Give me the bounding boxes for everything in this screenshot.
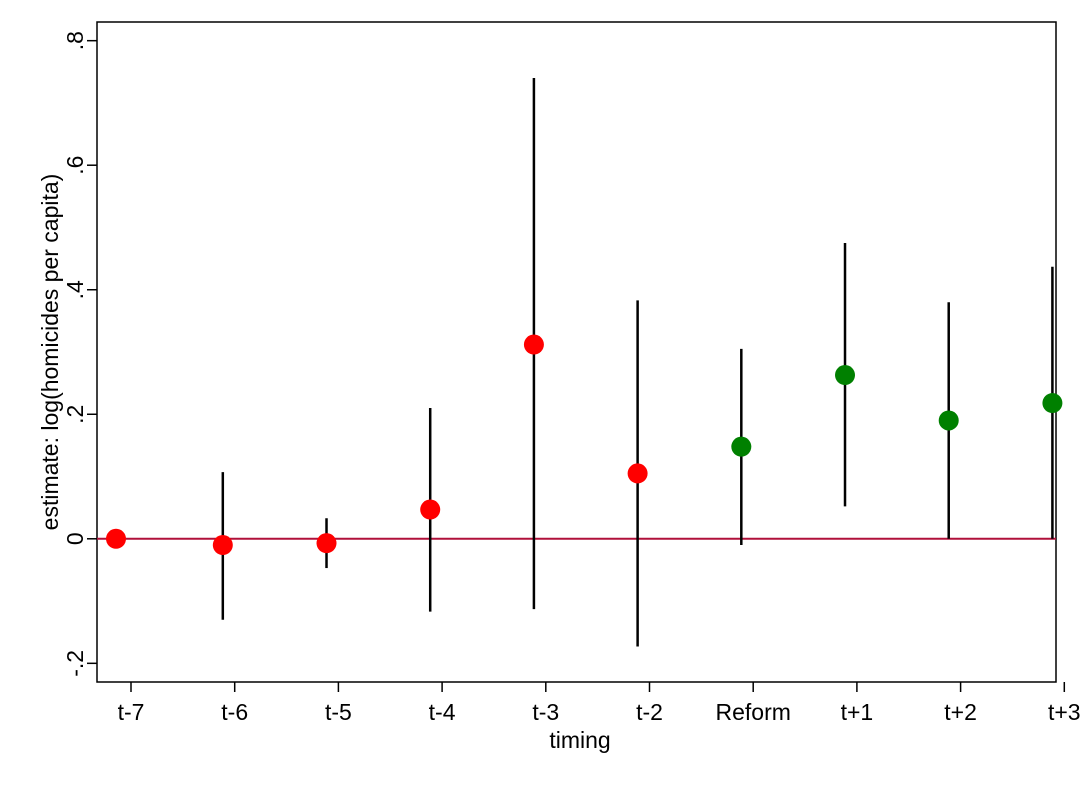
x-axis: t-7 t-6 t-5 t-4 t-3 t-2 Reform t+1 t+2 t+3 bbox=[118, 682, 1081, 725]
y-tick-label: .4 bbox=[62, 280, 88, 299]
point-estimates bbox=[106, 334, 1063, 556]
x-tick-label: Reform bbox=[715, 699, 790, 725]
x-tick-label: t-5 bbox=[325, 699, 352, 725]
estimate-point bbox=[627, 463, 648, 484]
estimate-point bbox=[835, 365, 856, 386]
estimate-point bbox=[523, 334, 544, 355]
estimate-point bbox=[420, 499, 441, 520]
estimate-point bbox=[938, 410, 959, 431]
x-tick-label: t-2 bbox=[636, 699, 663, 725]
x-tick-label: t+1 bbox=[841, 699, 874, 725]
estimate-point bbox=[316, 533, 337, 554]
y-tick-label: 0 bbox=[62, 532, 88, 545]
x-tick-label: t-6 bbox=[221, 699, 248, 725]
y-tick-label: .2 bbox=[62, 405, 88, 424]
estimate-point bbox=[212, 535, 233, 556]
x-tick-label: t-4 bbox=[429, 699, 456, 725]
x-tick-label: t+3 bbox=[1048, 699, 1081, 725]
y-tick-label: .8 bbox=[62, 31, 88, 50]
y-tick-label: -.2 bbox=[62, 650, 88, 677]
y-axis: -.2 0 .2 .4 .6 .8 bbox=[62, 31, 97, 677]
x-tick-label: t-3 bbox=[532, 699, 559, 725]
x-tick-label: t-7 bbox=[118, 699, 145, 725]
estimate-point bbox=[731, 436, 752, 457]
y-tick-label: .6 bbox=[62, 156, 88, 175]
x-tick-label: t+2 bbox=[944, 699, 977, 725]
estimate-point bbox=[1042, 393, 1063, 414]
plot-frame bbox=[96, 21, 1057, 683]
confidence-intervals bbox=[221, 78, 1054, 647]
estimate-point bbox=[106, 528, 126, 549]
y-axis-title: estimate: log(homicides per capita) bbox=[37, 174, 63, 531]
x-axis-title: timing bbox=[549, 727, 610, 753]
